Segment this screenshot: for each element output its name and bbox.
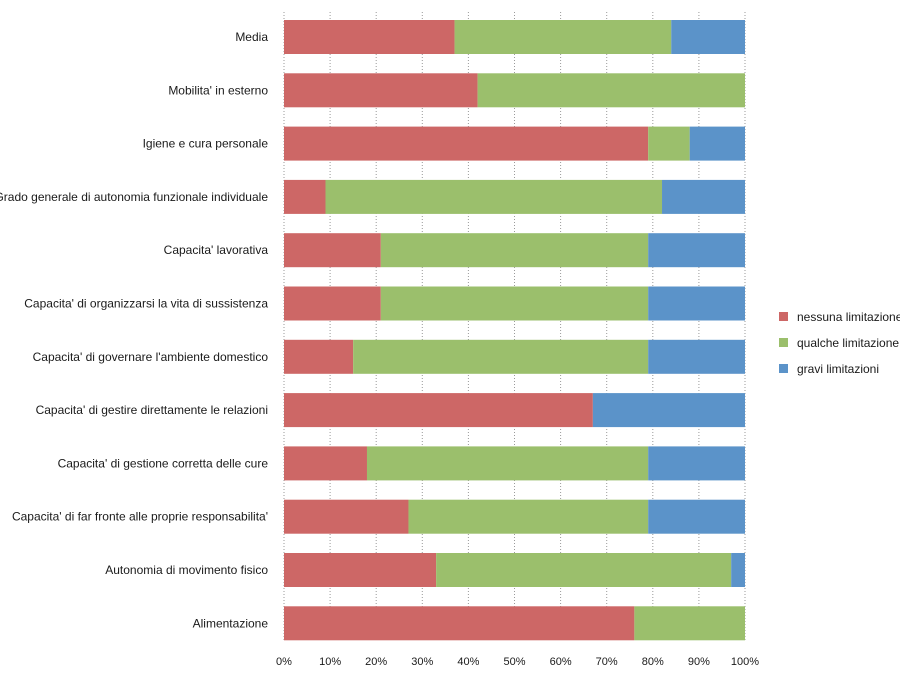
x-tick-label: 40% (457, 656, 479, 668)
x-tick-label: 30% (411, 656, 433, 668)
legend-label: qualche limitazione (797, 336, 899, 350)
category-label: Capacita' di gestire direttamente le rel… (36, 403, 268, 417)
x-tick-label: 70% (596, 656, 618, 668)
bar-segment (366, 446, 649, 481)
bar-segment (353, 339, 649, 374)
bar-segment (662, 179, 745, 214)
legend-swatch (779, 364, 788, 373)
category-labels: Media Mobilita' in esterno Igiene e cura p… (0, 30, 268, 630)
bar-segment (648, 126, 690, 161)
bar-segment (731, 553, 745, 587)
legend-swatch (779, 338, 788, 347)
bar-segment (592, 393, 745, 428)
x-tick-label: 20% (365, 656, 387, 668)
category-label: Igiene e cura personale (143, 137, 269, 151)
category-label: Capacita' di far fronte alle proprie res… (12, 510, 268, 524)
bar-segment (634, 606, 745, 641)
bar-segment (284, 286, 381, 321)
x-tick-label: 50% (503, 656, 525, 668)
bar-segment (648, 339, 745, 374)
bar-segment (284, 446, 367, 481)
bar-segment (284, 73, 478, 108)
bar-segment (648, 499, 745, 534)
x-tick-label: 0% (276, 656, 292, 668)
bars (284, 20, 745, 641)
bar-segment (284, 339, 354, 374)
x-tick-label: 100% (731, 656, 759, 668)
bar-segment (284, 233, 381, 268)
bar-segment (284, 393, 593, 428)
bar-segment (671, 20, 745, 54)
bar-segment (436, 553, 732, 587)
category-label: Autonomia di movimento fisico (105, 563, 268, 577)
category-label: Capacita' di governare l'ambiente domest… (33, 350, 269, 364)
category-label: Media (235, 30, 268, 44)
legend-label: gravi limitazioni (797, 362, 879, 376)
legend-label: nessuna limitazione (797, 310, 900, 324)
x-tick-labels: 0% 10% 20% 30% 40% 50% 60% 70% 80% 90% 100% (276, 656, 759, 668)
x-tick-label: 60% (550, 656, 572, 668)
category-label: Capacita' lavorativa (164, 243, 269, 257)
category-label: Capacita' di gestione corretta delle cur… (58, 456, 269, 470)
category-label: Grado generale di autonomia funzionale i… (0, 190, 268, 204)
bar-segment (284, 499, 409, 534)
bar-segment (284, 553, 437, 587)
bar-segment (408, 499, 649, 534)
x-tick-label: 10% (319, 656, 341, 668)
legend-swatch (779, 312, 788, 321)
bar-segment (284, 606, 635, 641)
bar-segment (648, 233, 745, 268)
bar-segment (284, 179, 326, 214)
bar-segment (454, 20, 672, 54)
bar-segment (325, 179, 663, 214)
x-tick-label: 80% (642, 656, 664, 668)
x-tick-label: 90% (688, 656, 710, 668)
bar-segment (648, 286, 745, 321)
legend: nessuna limitazione qualche limitazione gr… (779, 310, 900, 376)
bar-segment (689, 126, 745, 161)
category-label: Mobilita' in esterno (168, 83, 268, 97)
bar-segment (380, 233, 649, 268)
bar-segment (380, 286, 649, 321)
bar-segment (477, 73, 745, 108)
bar-segment (284, 20, 455, 54)
category-label: Alimentazione (193, 616, 269, 630)
bar-segment (284, 126, 649, 161)
bar-segment (648, 446, 745, 481)
category-label: Capacita' di organizzarsi la vita di sus… (24, 297, 268, 311)
